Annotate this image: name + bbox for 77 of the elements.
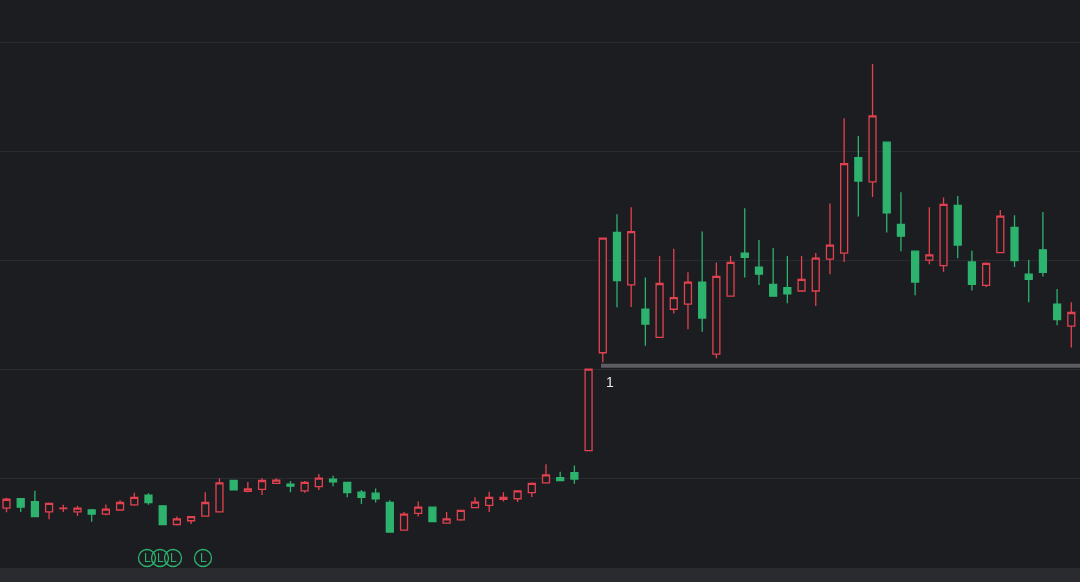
candlestick xyxy=(442,511,451,525)
candlestick xyxy=(272,477,281,485)
candlestick xyxy=(428,506,437,523)
candlestick xyxy=(385,499,394,533)
candlestick xyxy=(797,255,806,293)
candlestick xyxy=(726,255,735,298)
candlestick xyxy=(499,491,508,503)
candlestick xyxy=(840,117,849,263)
candlestick xyxy=(286,480,295,493)
candlestick xyxy=(1038,211,1048,278)
candlestick xyxy=(201,491,210,518)
candlestick xyxy=(1067,301,1076,349)
candlestick xyxy=(541,463,551,484)
candlestick xyxy=(925,206,934,265)
candlestick xyxy=(769,247,778,298)
candlestick xyxy=(130,492,139,507)
candlestick xyxy=(939,196,948,273)
candlestick xyxy=(470,496,480,509)
candlestick xyxy=(101,503,111,516)
candlestick xyxy=(825,202,835,275)
candlestick xyxy=(1052,288,1062,326)
text: L xyxy=(157,551,164,565)
annotation: 1 xyxy=(606,374,614,390)
candlestick xyxy=(527,481,536,498)
candlestick xyxy=(30,490,40,518)
candlestick xyxy=(627,206,636,308)
candlestick xyxy=(740,207,749,279)
candlestick xyxy=(144,492,153,506)
candlestick xyxy=(115,499,125,512)
candlestick xyxy=(328,475,338,487)
candlestick xyxy=(868,63,877,198)
candlestick xyxy=(669,248,678,315)
candlestick xyxy=(357,489,366,505)
candlestick xyxy=(414,500,423,518)
candlestick xyxy=(882,141,891,234)
candlestick xyxy=(243,481,252,493)
candlestick xyxy=(811,252,820,307)
text: L xyxy=(200,551,207,565)
candlestick xyxy=(343,481,352,499)
candlestick xyxy=(783,255,792,304)
candlestick xyxy=(257,477,267,496)
candlestick xyxy=(996,209,1005,254)
candlestick xyxy=(1024,259,1033,303)
candlestick xyxy=(314,473,323,491)
candlestick xyxy=(911,250,920,296)
candlestick xyxy=(655,255,664,339)
candlestick xyxy=(754,239,764,286)
candlestick xyxy=(513,489,522,503)
candlestick xyxy=(556,470,565,482)
candlestick xyxy=(570,464,579,485)
candlestick xyxy=(698,230,707,333)
candlestick xyxy=(584,368,593,452)
candlestick xyxy=(641,276,650,347)
candlestick xyxy=(854,135,863,218)
candlestick xyxy=(598,236,607,364)
candlestick xyxy=(896,191,906,252)
candlestick xyxy=(229,479,238,491)
candlestick xyxy=(44,501,54,521)
candlestick xyxy=(485,491,494,513)
candlestick xyxy=(172,515,181,527)
candlestick xyxy=(1010,214,1019,268)
candlestick xyxy=(215,477,224,513)
candlestick xyxy=(981,261,991,288)
candlestick xyxy=(712,261,721,360)
candlestick xyxy=(16,497,25,513)
candlestick xyxy=(73,505,82,517)
text: L xyxy=(144,551,151,565)
candlestick xyxy=(967,250,977,292)
candlestick xyxy=(953,195,962,259)
text: L xyxy=(170,551,177,565)
candlestick xyxy=(399,511,409,532)
candlestick xyxy=(186,515,196,525)
candlestick xyxy=(87,508,96,523)
candlestick xyxy=(612,213,622,309)
candlestick xyxy=(158,504,167,526)
candlestick xyxy=(59,504,68,513)
candlestick xyxy=(683,271,693,331)
